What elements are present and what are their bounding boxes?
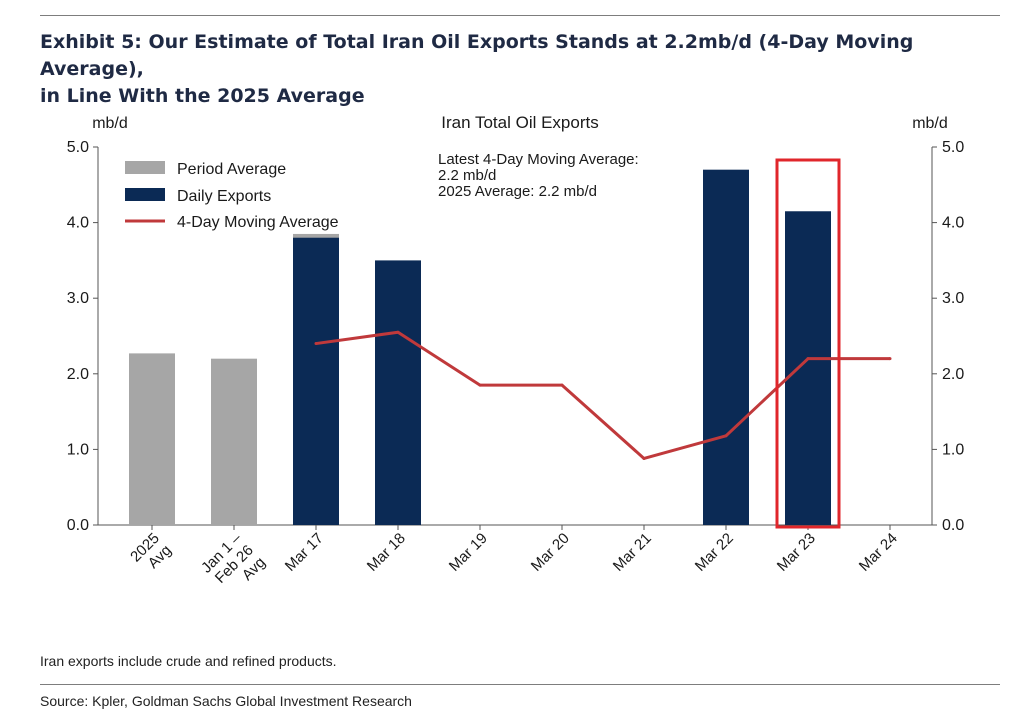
highlight-box [775,158,841,529]
left-y-tick-label: 3.0 [67,290,89,307]
chart-title: Iran Total Oil Exports [441,113,598,132]
right-y-tick-label: 4.0 [942,215,964,232]
daily-exports-bar [785,211,831,525]
bottom-rule [40,684,1000,685]
legend-swatch-period-average [125,161,165,174]
right-y-tick-label: 3.0 [942,290,964,307]
left-y-tick-label: 4.0 [67,215,89,232]
x-tick-label: Mar 23 [774,530,819,575]
moving-average-point [396,330,400,334]
x-tick-label: Mar 22 [692,530,737,575]
moving-average-point [478,383,482,387]
annotation-line: 2025 Average: 2.2 mb/d [438,183,597,200]
moving-average-line [315,330,890,460]
daily-exports-bar [703,169,749,525]
legend-swatch-daily-exports [125,188,165,201]
moving-average-point [724,434,728,438]
daily-exports-bar [293,237,339,525]
right-y-tick-label: 1.0 [942,441,964,458]
left-axis-unit-label: mb/d [92,115,128,132]
x-tick-label: Mar 18 [364,530,409,575]
x-tick-label-line: Mar 21 [610,530,655,575]
x-tick-label: Mar 17 [282,530,327,575]
moving-average-point [888,357,892,361]
x-tick-label: Mar 24 [856,530,901,575]
exhibit-title-line-1: Exhibit 5: Our Estimate of Total Iran Oi… [40,31,914,80]
x-tick-label-line: Mar 18 [364,530,409,575]
x-tick-label-line: Mar 17 [282,530,327,575]
right-y-tick-label: 2.0 [942,366,964,383]
right-axis-unit-label: mb/d [912,115,948,132]
x-tick-label-line: Mar 22 [692,530,737,575]
period-average-bar [129,353,175,525]
x-tick-label: Mar 21 [610,530,655,575]
moving-average-point [560,383,564,387]
x-tick-label-line: Mar 20 [528,530,573,575]
iran-oil-exports-chart: 0.0 0.01.0 1.02.0 2.03.0 3.04.0 4.05.0 5.0mb/d… [67,113,965,587]
legend-label-moving-average: 4-Day Moving Average [177,214,339,231]
moving-average-point [314,342,318,346]
x-tick-label-line: Mar 24 [856,530,901,575]
source-line: Source: Kpler, Goldman Sachs Global Inve… [40,693,412,709]
annotation-line: Latest 4-Day Moving Average: [438,151,639,168]
annotation-line: 2.2 mb/d [438,167,496,184]
right-y-tick-label: 0.0 [942,517,964,534]
period-average-bar [211,358,257,525]
x-tick-label-line: Mar 23 [774,530,819,575]
x-tick-label-line: Mar 19 [446,530,491,575]
left-y-tick-label: 1.0 [67,441,89,458]
moving-average-point [642,456,646,460]
legend-label-period-average: Period Average [177,161,286,178]
top-rule [40,15,1000,16]
exhibit-title-line-2: in Line With the 2025 Average [40,85,365,107]
exhibit-title: Exhibit 5: Our Estimate of Total Iran Oi… [40,29,1000,110]
footnote: Iran exports include crude and refined p… [40,653,337,669]
left-y-tick-label: 2.0 [67,366,89,383]
x-tick-label: Mar 20 [528,530,573,575]
moving-average-point [806,357,810,361]
right-y-tick-label: 5.0 [942,139,964,156]
left-y-tick-label: 0.0 [67,517,89,534]
left-y-tick-label: 5.0 [67,139,89,156]
legend-label-daily-exports: Daily Exports [177,188,271,205]
daily-exports-bar [375,260,421,525]
x-tick-label: Mar 19 [446,530,491,575]
